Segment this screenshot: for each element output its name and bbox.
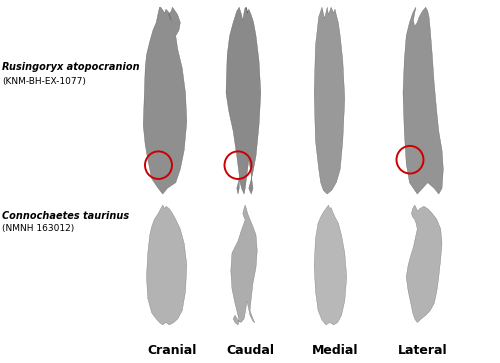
Text: (NMNH 163012): (NMNH 163012): [2, 224, 75, 233]
Polygon shape: [314, 7, 345, 194]
Text: Connochaetes taurinus: Connochaetes taurinus: [2, 211, 130, 221]
Text: Medial: Medial: [312, 344, 358, 357]
Text: Caudal: Caudal: [226, 344, 274, 357]
Polygon shape: [144, 7, 187, 194]
Polygon shape: [406, 205, 442, 322]
Text: (KNM-BH-EX-1077): (KNM-BH-EX-1077): [2, 77, 86, 86]
Polygon shape: [226, 7, 261, 194]
Polygon shape: [231, 205, 257, 325]
Polygon shape: [403, 7, 444, 194]
Polygon shape: [314, 205, 346, 325]
Polygon shape: [146, 205, 187, 325]
Text: Lateral: Lateral: [398, 344, 448, 357]
Text: Cranial: Cranial: [148, 344, 197, 357]
Text: Rusingoryx atopocranion: Rusingoryx atopocranion: [2, 62, 140, 72]
